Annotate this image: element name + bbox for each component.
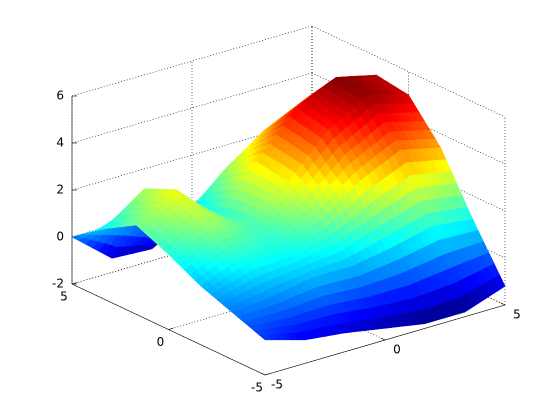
tick-mark — [260, 372, 266, 376]
tick-mark — [264, 373, 271, 376]
z-tick-label: 0 — [56, 230, 64, 244]
surface-patch — [258, 334, 273, 341]
tick-mark — [71, 282, 78, 285]
grid-line — [311, 25, 506, 118]
y-tick-label: -5 — [251, 381, 263, 395]
tick-mark — [168, 327, 174, 330]
z-tick-label: 4 — [56, 136, 64, 150]
x-tick-label: -5 — [271, 378, 283, 392]
tick-mark — [500, 302, 506, 306]
x-tick-label: 0 — [393, 343, 401, 357]
tick-mark — [380, 337, 386, 341]
x-tick-label: 5 — [513, 308, 521, 322]
y-tick-label: 0 — [157, 335, 165, 349]
grid-line — [311, 72, 506, 165]
y-tick-label: 5 — [60, 290, 68, 304]
z-tick-label: 6 — [56, 89, 64, 103]
grid-line — [311, 119, 506, 212]
z-tick-label: 2 — [56, 183, 64, 197]
z-tick-label: -2 — [52, 277, 64, 291]
